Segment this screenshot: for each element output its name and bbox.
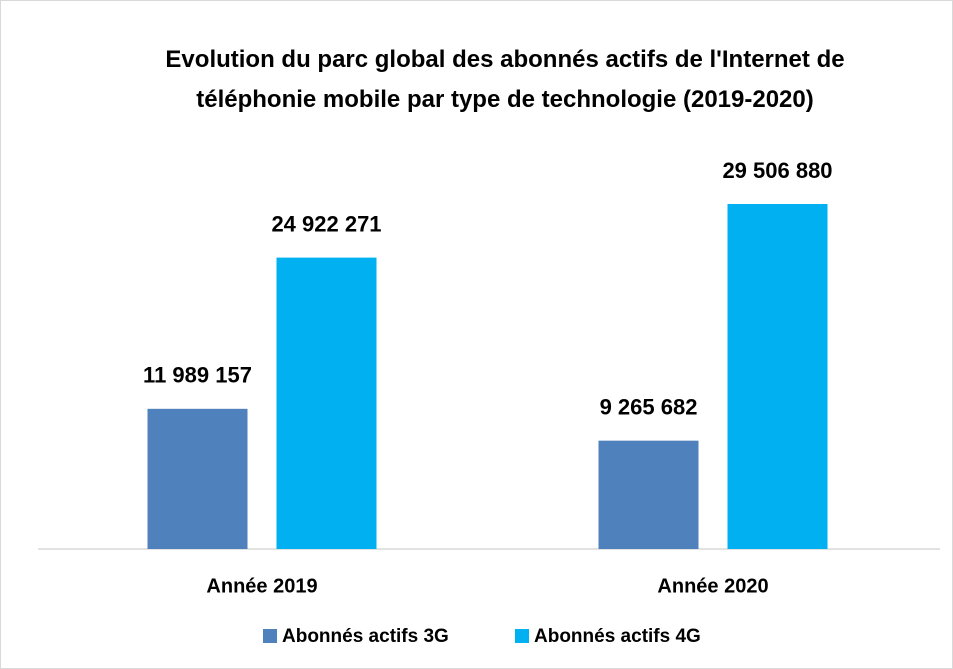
legend-label: Abonnés actifs 4G	[534, 626, 701, 647]
chart-title: Evolution du parc global des abonnés act…	[165, 46, 845, 113]
bar	[147, 408, 248, 549]
data-label: 29 506 880	[722, 158, 832, 183]
x-tick-label: Année 2019	[206, 575, 317, 597]
legend-swatch	[515, 629, 529, 643]
data-label: 11 989 157	[143, 363, 252, 388]
data-label: 24 922 271	[271, 211, 381, 236]
bar	[598, 440, 699, 549]
bar	[727, 204, 828, 549]
legend-label: Abonnés actifs 3G	[282, 626, 449, 647]
data-label: 9 265 682	[600, 394, 698, 419]
x-tick-label: Année 2020	[657, 575, 768, 597]
legend-swatch	[263, 629, 277, 643]
bar	[276, 257, 377, 549]
